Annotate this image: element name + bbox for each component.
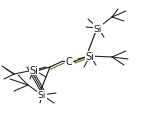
Text: Si: Si (30, 65, 38, 75)
Text: Si: Si (86, 52, 94, 61)
Text: C: C (66, 56, 72, 66)
Text: Si: Si (38, 91, 46, 100)
Text: Si: Si (94, 24, 102, 33)
